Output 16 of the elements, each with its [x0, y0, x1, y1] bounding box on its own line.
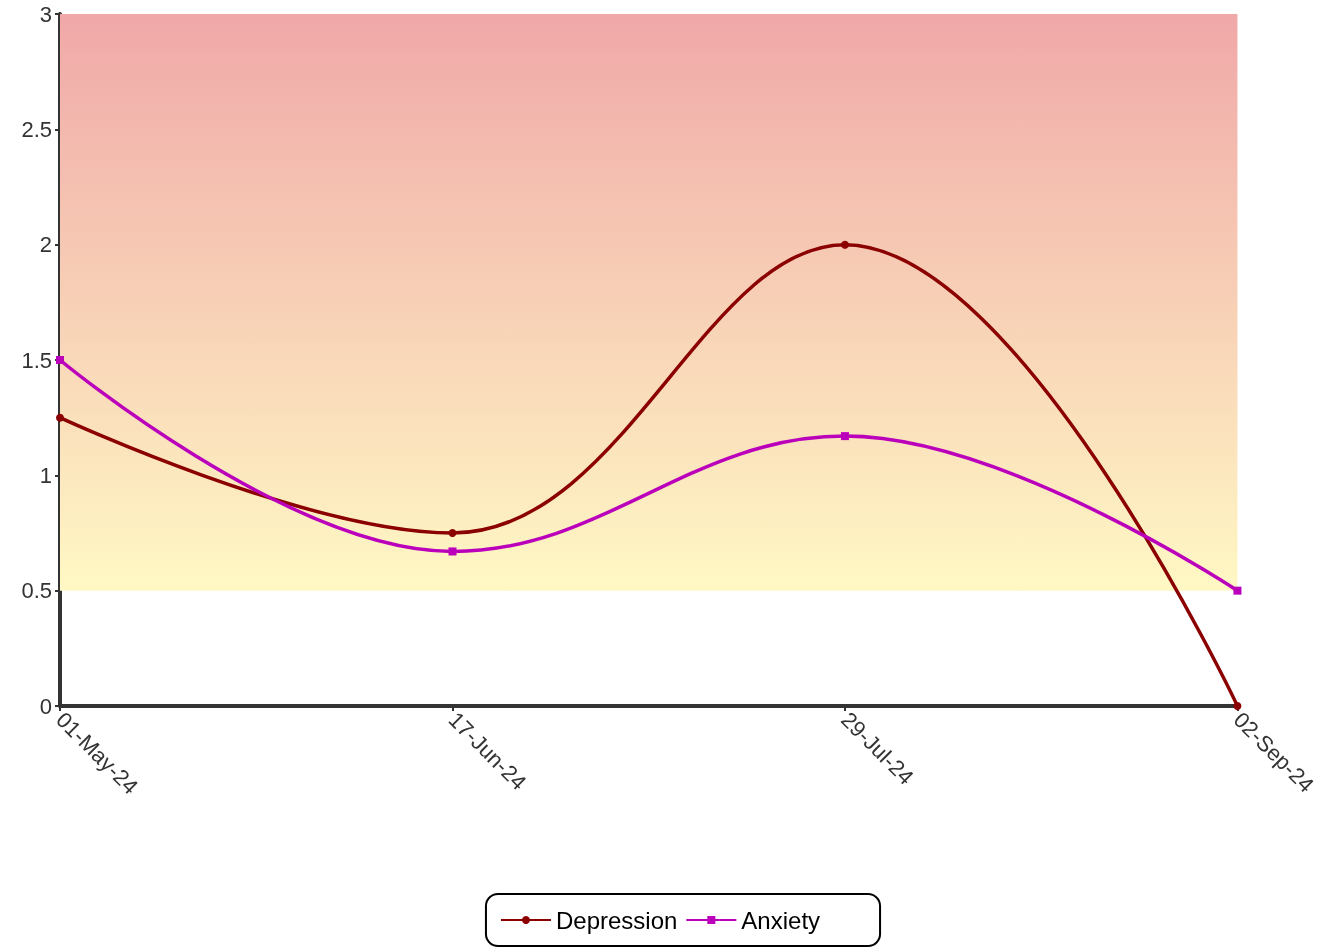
point — [840, 240, 849, 249]
y-tick-label: 2.5 — [21, 116, 52, 142]
point — [448, 529, 457, 537]
y-tick-label: 0 — [39, 693, 52, 719]
point — [1233, 586, 1242, 595]
y-tick-label: 1.5 — [21, 347, 52, 373]
point — [840, 432, 849, 441]
legend-label: Depression — [555, 906, 678, 934]
y-tick-label: 1 — [39, 462, 52, 488]
point — [1233, 702, 1242, 710]
point — [448, 547, 457, 556]
legend-label: Anxiety — [741, 906, 821, 934]
y-tick-label: 2 — [39, 232, 52, 258]
y-tick-label: 0.5 — [21, 578, 52, 604]
y-tick-label: 3 — [39, 1, 52, 27]
point — [56, 413, 64, 422]
